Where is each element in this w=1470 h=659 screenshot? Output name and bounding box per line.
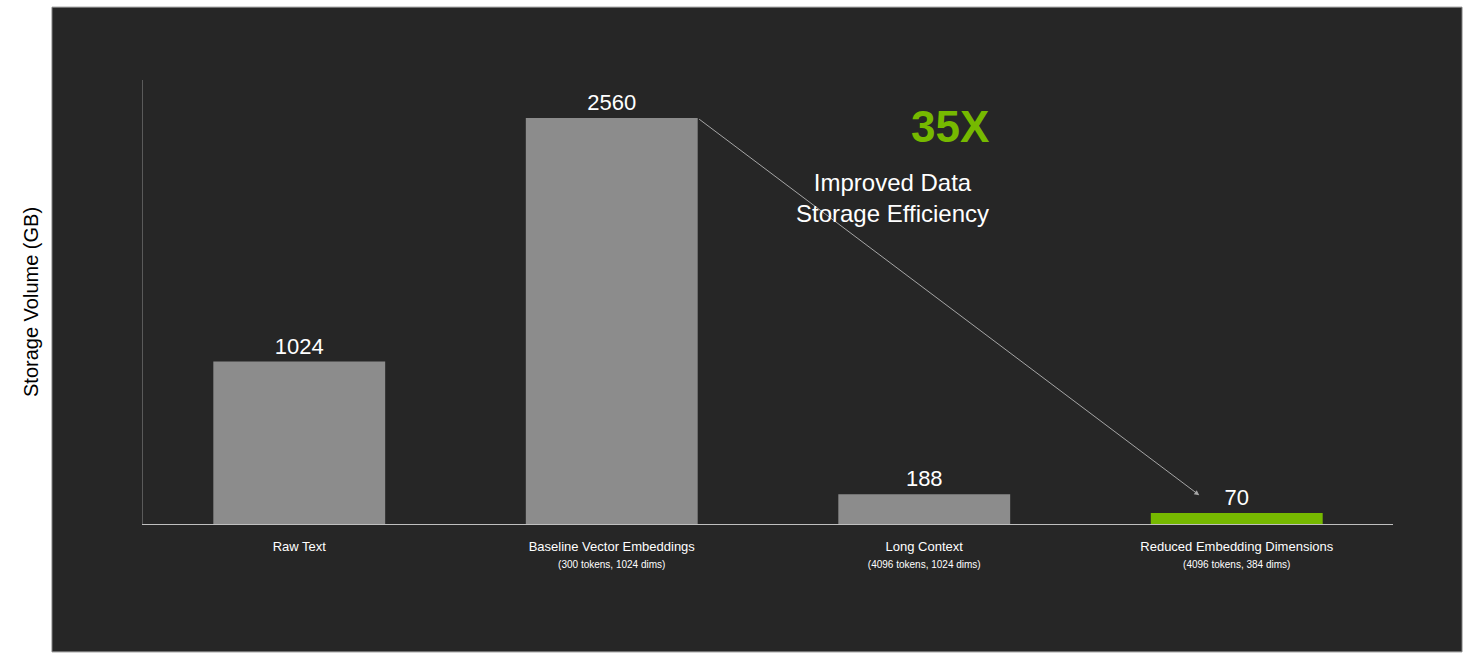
svg-text:Reduced Embedding Dimensions(4: Reduced Embedding Dimensions(4096 tokens… [1140,539,1333,570]
svg-text:188: 188 [906,466,943,491]
svg-text:2560: 2560 [587,90,636,115]
svg-text:70: 70 [1225,485,1249,510]
svg-text:Improved DataStorage Efficienc: Improved DataStorage Efficiency [796,169,989,227]
svg-text:1024: 1024 [275,334,324,359]
svg-text:Raw Text: Raw Text [273,539,327,554]
svg-text:Storage Volume (GB): Storage Volume (GB) [20,207,42,397]
svg-text:35X: 35X [911,102,989,151]
svg-text:Long Context(4096 tokens, 1024: Long Context(4096 tokens, 1024 dims) [868,539,981,570]
svg-text:Baseline Vector Embeddings(300: Baseline Vector Embeddings(300 tokens, 1… [529,539,696,570]
